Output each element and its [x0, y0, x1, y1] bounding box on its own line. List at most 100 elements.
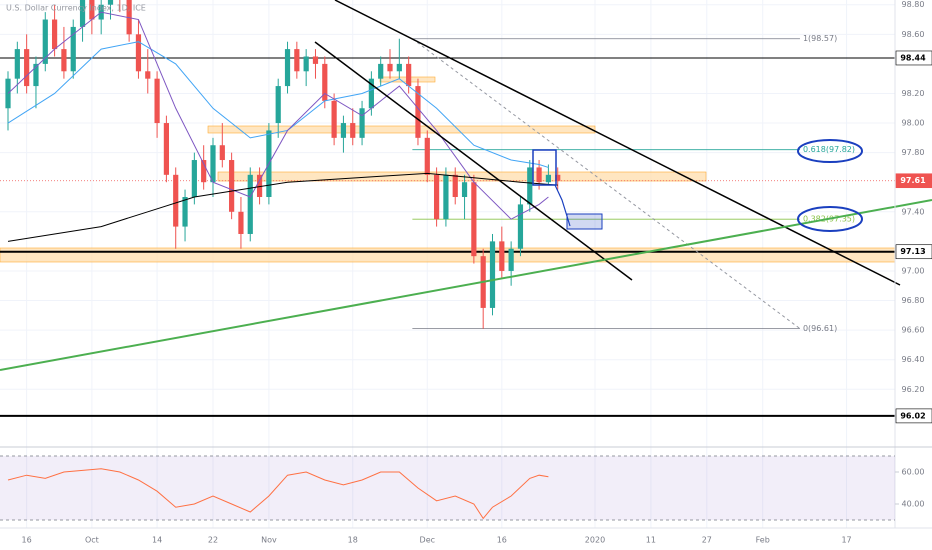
candle-body — [545, 174, 552, 183]
price-badge — [895, 173, 932, 189]
projection-arrow — [554, 184, 571, 227]
candle-body — [247, 174, 253, 234]
x-tick-label: 27 — [702, 536, 712, 545]
support-zone — [0, 247, 896, 263]
y-tick-label: 96.80 — [902, 296, 925, 305]
trendline — [334, 0, 901, 286]
fib-trend — [412, 38, 801, 330]
candle-body — [79, 0, 86, 27]
drawings — [0, 0, 932, 371]
candle-body — [14, 49, 20, 79]
x-tick-label: 2020 — [585, 536, 605, 545]
x-tick-label: Nov — [261, 536, 277, 545]
price-pane: 1(98.57)0.618(97.82)0.382(97.35)0(96.61) — [0, 0, 895, 417]
candle-body — [201, 160, 207, 183]
candle-body — [107, 0, 114, 5]
candle-body — [387, 63, 393, 72]
x-tick-label: 11 — [646, 536, 656, 545]
x-tick-label: 18 — [348, 536, 358, 545]
price-badge-label: 98.44 — [900, 53, 926, 62]
y-tick-label: 97.40 — [902, 207, 925, 216]
candle-body — [51, 19, 58, 50]
candle-body — [396, 63, 402, 72]
candle-body — [219, 145, 225, 161]
x-tick-label: Oct — [85, 536, 99, 545]
rsi-band — [0, 456, 895, 520]
price-badge — [895, 408, 932, 424]
candle-body — [61, 49, 67, 72]
candle-body — [443, 174, 449, 220]
x-tick-label: 16 — [22, 536, 32, 545]
y-tick-label: 98.20 — [902, 89, 925, 98]
candle-body — [350, 123, 356, 138]
x-tick-label: 22 — [208, 536, 218, 545]
x-tick-label: Dec — [420, 536, 435, 545]
candle-body — [322, 63, 328, 101]
price-badge-label: 96.02 — [900, 411, 925, 420]
candle-body — [359, 108, 365, 138]
candle-body — [517, 204, 524, 249]
x-tick-label: 14 — [152, 536, 162, 545]
grid — [0, 0, 895, 528]
candle-body — [452, 174, 458, 198]
annotation-box — [532, 149, 557, 186]
line-series — [7, 11, 549, 220]
candle-body — [275, 86, 281, 124]
candle-body — [173, 174, 179, 227]
candle-body — [24, 49, 30, 87]
highlight-ellipse — [797, 206, 863, 232]
chart-title: U.S. Dollar Currency Index, 1D, ICE — [6, 4, 146, 13]
price-badge-label: 97.13 — [900, 247, 925, 256]
candle-body — [154, 78, 160, 124]
y-tick-label: 97.80 — [902, 148, 925, 157]
candle-body — [294, 49, 300, 72]
y-tick-label: 98.80 — [902, 0, 925, 9]
candle-body — [182, 197, 188, 227]
candle-body — [406, 63, 412, 87]
candle-body — [424, 137, 430, 175]
rsi-pane: 60.00 40.00 — [0, 455, 925, 521]
candle-body — [415, 86, 421, 138]
y-tick-label: 96.60 — [902, 326, 925, 335]
x-tick-label: 17 — [841, 536, 851, 545]
candle-body — [378, 63, 384, 79]
fib-label: 0.618(97.82) — [803, 145, 855, 154]
candle-body — [303, 56, 309, 72]
candle-body — [312, 56, 319, 64]
line-series — [7, 468, 549, 520]
candle-body — [499, 241, 505, 271]
line-series — [7, 172, 558, 242]
candle-body — [461, 182, 468, 198]
price-badge-label: 97.61 — [900, 176, 926, 185]
candle-body — [210, 145, 216, 183]
candle-body — [433, 174, 440, 220]
candle-body — [368, 78, 374, 109]
candle-body — [489, 241, 496, 308]
candle-body — [555, 174, 561, 181]
candle-body — [70, 26, 76, 72]
resistance-zone — [207, 125, 596, 134]
y-tick-label: 98.00 — [902, 119, 925, 128]
candle-body — [256, 174, 263, 198]
candle-body — [527, 167, 533, 205]
candle-body — [508, 248, 514, 271]
candle-body — [536, 167, 542, 183]
candle-body — [471, 182, 477, 257]
rsi-tick-label: 60.00 — [902, 468, 925, 477]
price-badge — [895, 50, 932, 66]
x-tick-label: Feb — [756, 536, 770, 545]
y-tick-label: 96.20 — [902, 385, 925, 394]
candle-body — [284, 49, 291, 87]
candle-body — [191, 160, 197, 198]
line-series — [7, 41, 549, 168]
trendline — [0, 199, 932, 371]
candle-body — [229, 160, 235, 212]
y-tick-label: 96.40 — [902, 355, 925, 364]
fib-label: 1(98.57) — [803, 34, 837, 43]
candle-body — [42, 19, 48, 64]
candle-body — [89, 0, 95, 20]
candle-body — [33, 63, 39, 87]
price-badge — [895, 244, 932, 260]
candle-body — [331, 100, 337, 138]
